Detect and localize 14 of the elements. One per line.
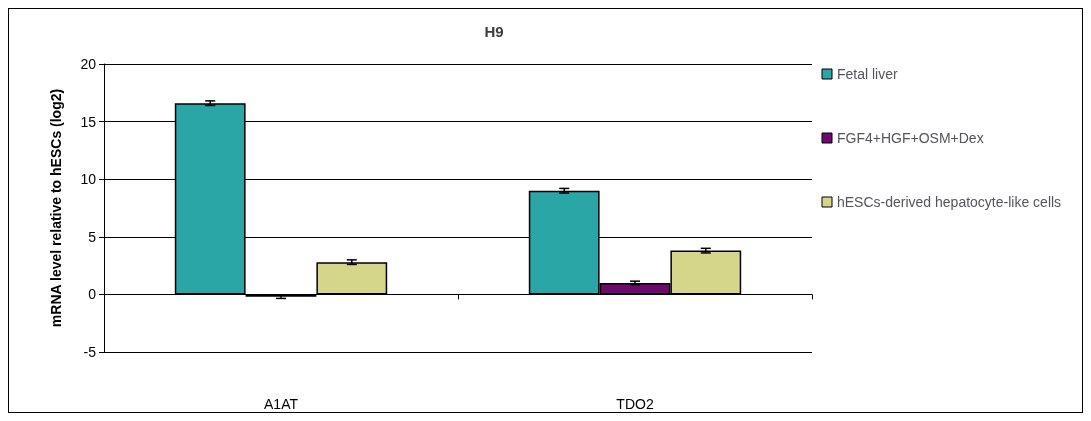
legend-label: FGF4+HGF+OSM+Dex <box>837 130 984 146</box>
y-tick-label: 5 <box>88 228 97 245</box>
chart-title: H9 <box>484 23 504 40</box>
y-tick-label: 0 <box>88 286 97 303</box>
y-axis-title: mRNA level relative to hESCs (log2) <box>47 88 64 328</box>
legend-label: Fetal liver <box>837 66 899 82</box>
bar <box>316 262 388 295</box>
x-tick-label: A1AT <box>264 396 299 412</box>
y-tick-label: 10 <box>80 171 97 188</box>
y-tick-label: 15 <box>80 113 97 130</box>
y-tick-label: 20 <box>80 56 97 72</box>
y-tick-label: -5 <box>83 344 97 360</box>
legend-label: hESCs-derived hepatocyte-like cells <box>837 194 1062 210</box>
x-tick-label: TDO2 <box>616 396 654 412</box>
